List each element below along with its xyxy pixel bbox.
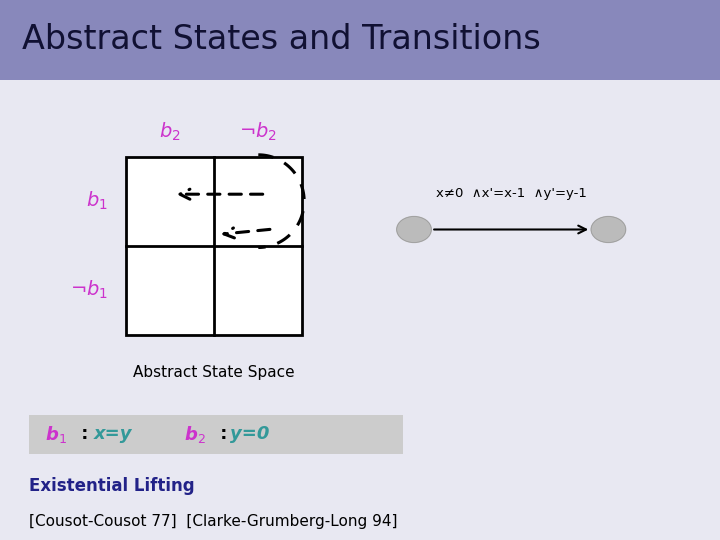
Text: y=0: y=0 (230, 425, 270, 443)
Text: b$_1$: b$_1$ (45, 424, 66, 444)
Text: b$_2$: b$_2$ (184, 424, 205, 444)
Bar (0, 0, 720, 80)
Text: ¬b$_2$: ¬b$_2$ (239, 121, 277, 143)
Text: Existential Lifting: Existential Lifting (29, 477, 194, 495)
Text: :: : (75, 425, 94, 443)
Text: Abstract State Space: Abstract State Space (133, 364, 295, 380)
Text: x≠0  ∧x'=x-1  ∧y'=y-1: x≠0 ∧x'=x-1 ∧y'=y-1 (436, 187, 587, 200)
Bar (29, 415, 403, 454)
Text: x=y: x=y (94, 425, 132, 443)
Text: [Cousot-Cousot 77]  [Clarke-Grumberg-Long 94]: [Cousot-Cousot 77] [Clarke-Grumberg-Long… (29, 514, 397, 529)
Text: b$_2$: b$_2$ (159, 121, 181, 143)
Text: :: : (214, 425, 233, 443)
Text: ¬b$_1$: ¬b$_1$ (70, 279, 108, 301)
Text: b$_1$: b$_1$ (86, 190, 108, 212)
Text: Abstract States and Transitions: Abstract States and Transitions (22, 23, 540, 57)
Circle shape (397, 217, 431, 242)
Circle shape (591, 217, 626, 242)
Bar (126, 157, 302, 335)
